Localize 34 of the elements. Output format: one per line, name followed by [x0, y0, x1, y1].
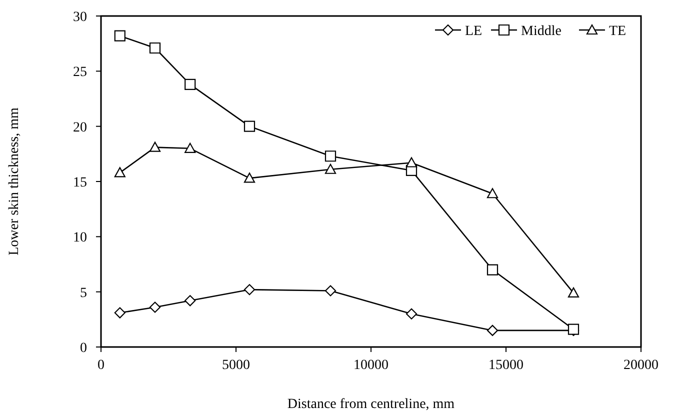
point	[406, 157, 418, 168]
x-tick-label: 20000	[624, 358, 658, 373]
point	[486, 188, 498, 198]
point	[114, 30, 126, 42]
point	[149, 142, 161, 152]
x-tick-label: 5000	[222, 358, 250, 373]
point	[324, 150, 336, 162]
legend-label: LE	[465, 24, 482, 39]
y-tick-label: 30	[73, 10, 87, 25]
y-tick-label: 0	[80, 341, 87, 356]
point	[184, 78, 196, 90]
y-tick-label: 25	[73, 65, 87, 80]
y-tick-label: 5	[80, 286, 87, 301]
point	[486, 264, 498, 276]
point	[114, 167, 126, 178]
point	[244, 120, 256, 132]
y-tick-label: 10	[73, 230, 87, 246]
y-tick-label: 20	[73, 120, 87, 136]
point	[244, 172, 256, 183]
legend-label: Middle	[521, 24, 562, 39]
point	[184, 142, 196, 153]
x-axis-title: Distance from centreline, mm	[287, 397, 455, 412]
point	[324, 164, 336, 174]
x-tick-label: 0	[98, 358, 104, 373]
x-tick-label: 15000	[488, 358, 524, 373]
legend-label: TE	[609, 24, 626, 39]
point	[406, 308, 418, 320]
point	[244, 284, 256, 296]
x-tick-label: 10000	[354, 358, 388, 373]
point	[149, 42, 161, 54]
y-tick-label: 15	[73, 176, 87, 190]
point	[568, 287, 580, 298]
point	[486, 324, 498, 336]
y-axis-title: Lower skin thickness, mm	[7, 108, 22, 256]
